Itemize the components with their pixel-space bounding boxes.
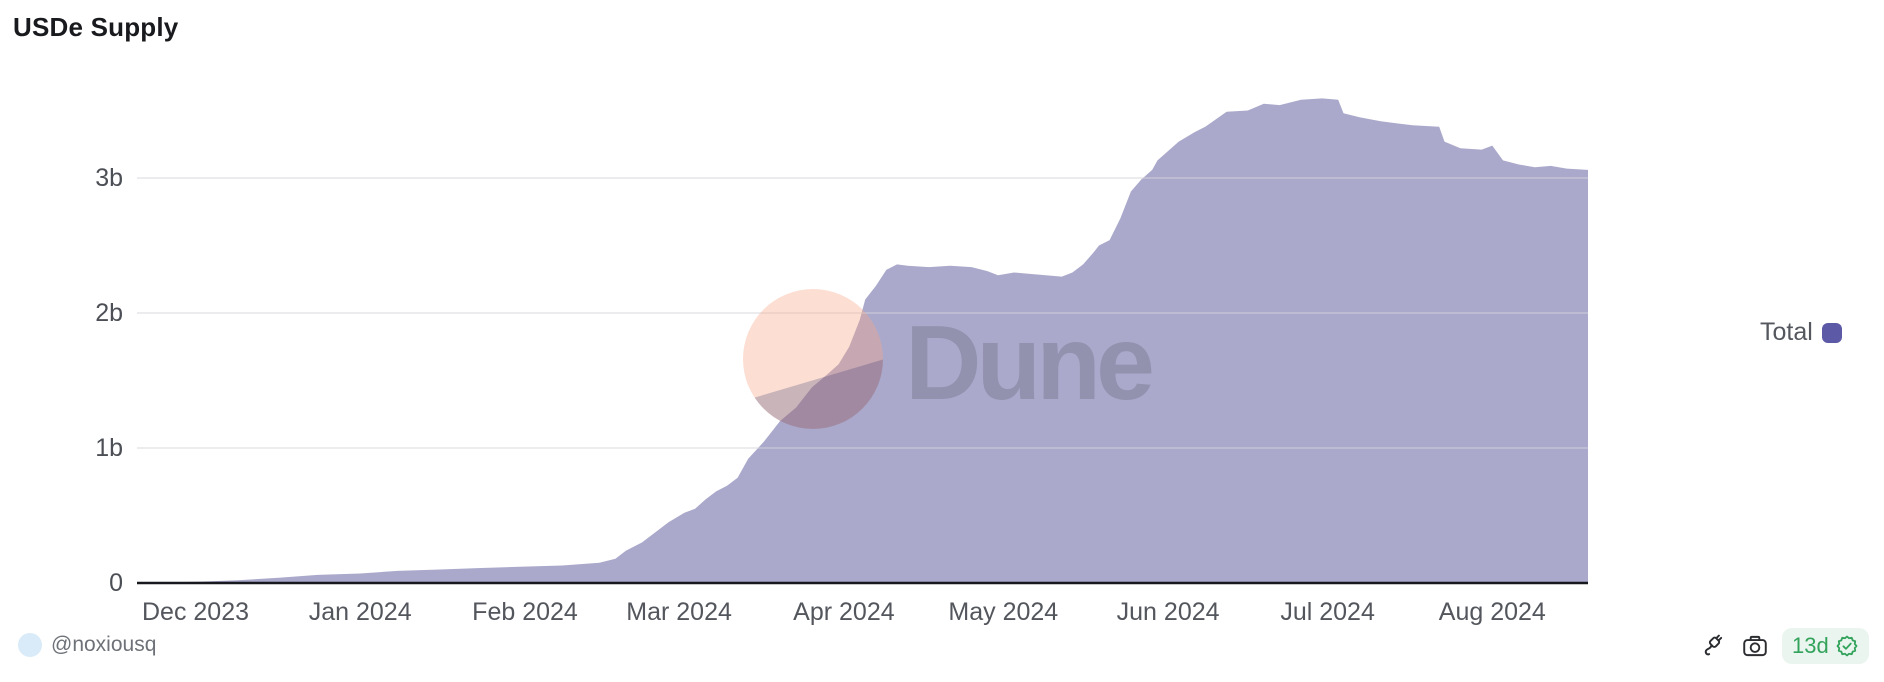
chart-legend: Total (1760, 318, 1842, 347)
legend-item-total-swatch[interactable] (1821, 322, 1842, 343)
y-axis: 0 1b 2b 3b (0, 0, 123, 682)
dune-watermark-text: Dune (905, 304, 1155, 422)
dune-logo-wave (743, 315, 883, 429)
y-tick-label: 2b (95, 299, 123, 327)
plug-icon[interactable] (1700, 631, 1728, 661)
x-tick-label: Jan 2024 (308, 598, 412, 626)
author-attribution: @noxiousq (18, 633, 156, 657)
y-tick-label: 3b (95, 164, 123, 192)
x-tick-label: Jul 2024 (1280, 598, 1375, 626)
x-tick-label: Jun 2024 (1116, 598, 1220, 626)
total-supply-area[interactable] (137, 98, 1588, 584)
y-tick-label: 1b (95, 434, 123, 462)
chart-title: USDe Supply (13, 12, 179, 42)
x-tick-label: Feb 2024 (472, 598, 578, 626)
footer-toolbar: 13d (1700, 628, 1869, 664)
y-tick-label: 0 (109, 569, 123, 597)
x-tick-label: Apr 2024 (793, 598, 895, 626)
x-tick-label: May 2024 (948, 598, 1059, 626)
camera-icon[interactable] (1741, 631, 1769, 661)
x-tick-label: Aug 2024 (1438, 598, 1546, 626)
x-tick-label: Dec 2023 (141, 598, 250, 626)
author-handle[interactable]: @noxiousq (51, 633, 157, 656)
data-age-label: 13d (1792, 633, 1829, 658)
verified-seal-icon (1836, 635, 1858, 657)
x-tick-label: Mar 2024 (626, 598, 732, 626)
legend-item-total-label[interactable]: Total (1760, 318, 1813, 346)
author-avatar[interactable] (18, 633, 42, 657)
data-freshness-badge[interactable]: 13d (1782, 628, 1869, 664)
dune-logo-watermark (743, 289, 883, 429)
